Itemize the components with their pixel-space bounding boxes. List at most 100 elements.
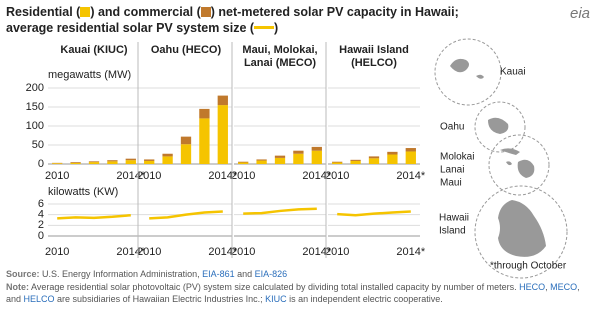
link[interactable]: EIA-826 (254, 269, 288, 279)
bar-segment (387, 154, 398, 164)
title-line: Residential ( ) and commercial ( ) net-met… (6, 4, 459, 20)
x-tick-label: 2014* (208, 170, 237, 182)
map-label: Oahu (440, 122, 464, 133)
bar-segment (88, 162, 100, 164)
bar-segment (238, 161, 249, 163)
x-tick-label: 2010 (137, 246, 161, 258)
bar-segment (144, 160, 155, 164)
bar-segment (144, 159, 155, 161)
bar-segment (350, 160, 361, 164)
title-text: average residential solar PV system size… (6, 21, 255, 35)
map-label: Island (439, 226, 466, 237)
y-tick-label: 150 (26, 101, 44, 113)
island (488, 117, 509, 134)
bar-segment (311, 146, 322, 151)
title-text: Residential ( (6, 5, 81, 19)
island (450, 58, 484, 79)
bar-segment (125, 160, 136, 164)
bar-segment (180, 144, 192, 164)
x-tick-label: 2010 (45, 170, 69, 182)
link[interactable]: HECO (519, 281, 546, 292)
map-circle (474, 185, 568, 279)
legend-swatch (80, 7, 91, 17)
map-label: Hawaii (439, 213, 469, 224)
panel-title: Kauai (KIUC) (60, 44, 128, 56)
bar-segment (125, 158, 136, 161)
line (57, 213, 131, 220)
x-tick-label: 2010 (45, 246, 69, 258)
line (243, 207, 317, 215)
map (434, 38, 568, 279)
footer: Source: U.S. Energy Information Administ… (6, 268, 594, 306)
link[interactable]: KIUC (265, 294, 287, 304)
bar-segment (293, 150, 304, 154)
title-text: ) net-metered solar PV capacity in Hawai… (210, 5, 459, 19)
bar-segment (256, 160, 267, 164)
map-circle (474, 101, 526, 153)
bar-segment (256, 159, 267, 161)
footer-label: Note: (6, 281, 29, 292)
y-tick-label: 50 (32, 139, 44, 151)
title-text: ) (274, 21, 279, 35)
title-text: ) and commercial ( (90, 5, 201, 19)
y-tick-label: 0 (38, 230, 44, 242)
legend-swatch (200, 7, 211, 17)
panel-title: Oahu (HECO) (150, 44, 222, 56)
footer-note: Note: Average residential solar photovol… (6, 281, 594, 306)
footer-text: and (234, 269, 255, 279)
footer-text: , (545, 281, 551, 292)
bar-segment (70, 162, 81, 163)
map-label: Kauai (500, 67, 526, 78)
bar-segment (387, 151, 398, 155)
title: Residential ( ) and commercial ( ) net-met… (6, 4, 459, 36)
x-tick-label: 2014* (116, 170, 145, 182)
bar-segment (217, 95, 228, 106)
legend-line (254, 26, 275, 29)
y-tick-label: 0 (38, 158, 44, 170)
bar-segment (217, 105, 228, 164)
footer-text: is an independent electric cooperative. (286, 294, 443, 304)
bar-segment (293, 153, 304, 164)
bar-segment (107, 161, 118, 164)
map-label: Lanai (440, 165, 464, 176)
x-tick-label: 2010 (231, 170, 255, 182)
link[interactable]: EIA-861 (202, 269, 235, 279)
bar-segment (199, 108, 210, 119)
link[interactable]: MECO (550, 281, 578, 292)
y-tick-label: 4 (38, 209, 44, 221)
bar-segment (405, 151, 416, 164)
x-tick-label: 2010 (231, 246, 255, 258)
y-tick-label: 2 (38, 219, 44, 231)
bar-segment (332, 162, 343, 164)
island (500, 148, 535, 178)
bar-segment (274, 157, 286, 164)
bar-segment (368, 158, 380, 164)
x-tick-label: 2010 (325, 246, 349, 258)
x-tick-label: 2010 (137, 170, 161, 182)
panel-title: Maui, Molokai, Lanai (MECO) (242, 44, 318, 69)
logo: eia (570, 5, 590, 22)
footer-label: Source: (6, 269, 40, 279)
map-label: Molokai (440, 152, 474, 163)
link[interactable]: HELCO (23, 294, 55, 304)
bar-segment (405, 148, 416, 152)
bar-segment (162, 153, 173, 157)
y-tick-label: 100 (26, 120, 44, 132)
x-tick-label: 2014* (116, 246, 145, 258)
line (149, 210, 223, 220)
y-axis-label: kilowatts (KW) (48, 186, 118, 198)
y-axis-label: megawatts (MW) (48, 69, 131, 81)
bar-segment (180, 136, 192, 145)
footer-text: , and (6, 281, 580, 305)
bar-segment (88, 161, 100, 163)
bar-segment (162, 156, 173, 164)
map-label: Maui (440, 178, 462, 189)
bar-segment (52, 163, 63, 164)
x-tick-label: 2010 (325, 170, 349, 182)
footnote: *through October (490, 261, 567, 272)
x-tick-label: 2014* (302, 170, 331, 182)
footer-text: Average residential solar photovoltaic (… (29, 281, 520, 292)
bar-segment (311, 150, 322, 164)
y-tick-label: 200 (26, 82, 44, 94)
